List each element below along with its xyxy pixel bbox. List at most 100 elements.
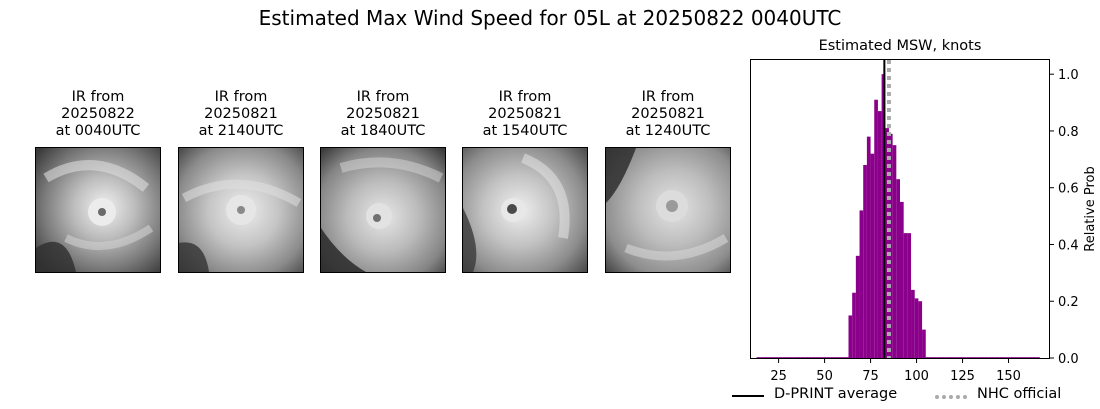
histogram-bar-69: [1010, 357, 1015, 358]
histogram-bar-1: [760, 357, 764, 358]
histogram-bar-42: [911, 289, 915, 358]
histogram-bar-9: [789, 357, 794, 358]
x-tick-label-5: 150: [996, 369, 1021, 384]
histogram-bar-17: [819, 357, 823, 358]
legend-label: D-PRINT average: [774, 386, 898, 402]
histogram-bar-29: [863, 165, 867, 358]
histogram-bar-11: [796, 357, 801, 358]
legend-line-dotted-icon: [935, 395, 967, 399]
histogram-bar-25: [848, 315, 853, 358]
histogram-bar-67: [1003, 357, 1007, 358]
y-tick-label-4: 0.8: [1058, 125, 1079, 140]
figure-title: Estimated Max Wind Speed for 05L at 2025…: [258, 6, 842, 30]
histogram-bar-49: [936, 357, 941, 358]
histogram-bar-68: [1006, 357, 1011, 358]
histogram-bar-13: [804, 357, 809, 358]
histogram-bar-30: [866, 136, 871, 358]
histogram-bar-56: [962, 357, 967, 358]
histogram-bar-35: [885, 128, 889, 358]
histogram-bar-39: [900, 201, 904, 358]
histogram-bar-66: [999, 357, 1004, 358]
histogram-bar-58: [969, 357, 974, 358]
histogram-bar-28: [859, 210, 864, 358]
histogram-bar-52: [947, 357, 952, 358]
histogram-bar-63: [988, 357, 992, 358]
histogram-bar-62: [984, 357, 989, 358]
histogram-bar-48: [933, 357, 937, 358]
plot-frame: [750, 59, 1050, 359]
legend-label: NHC official: [977, 386, 1062, 402]
ir-satellite-image: [35, 147, 161, 273]
y-tick-label-5: 1.0: [1058, 68, 1079, 83]
histogram-bar-41: [907, 233, 912, 358]
y-tick-label-0: 0.0: [1058, 352, 1079, 367]
histogram-bar-18: [822, 357, 827, 358]
histogram-bar-54: [955, 357, 959, 358]
histogram-bar-5: [774, 357, 779, 358]
ir-panel-title: IR from 20250822 at 0040UTC: [55, 89, 141, 139]
histogram-bar-14: [808, 357, 812, 358]
ir-satellite-image: [462, 147, 588, 273]
histogram-bar-21: [833, 357, 838, 358]
y-axis-label: Relative Prob: [1083, 166, 1098, 251]
histogram-bar-40: [903, 233, 908, 358]
x-tick-label-2: 75: [862, 369, 879, 384]
histogram-bar-60: [977, 357, 981, 358]
histogram-bar-70: [1014, 357, 1018, 358]
histogram-bar-32: [874, 99, 878, 358]
histogram-bar-47: [929, 357, 934, 358]
histogram-bar-19: [826, 357, 831, 358]
histogram-bar-24: [844, 357, 849, 358]
histogram-bar-26: [852, 292, 856, 358]
histogram-bar-7: [782, 357, 786, 358]
histogram-bar-4: [771, 357, 775, 358]
histogram-bar-45: [922, 329, 926, 358]
ir-satellite-image: [320, 147, 446, 273]
histogram-bar-23: [841, 357, 845, 358]
ir-panel-title: IR from 20250821 at 1240UTC: [625, 89, 711, 139]
histogram-bar-46: [925, 357, 930, 358]
histogram-bar-44: [918, 301, 923, 358]
histogram-bar-65: [995, 357, 1000, 358]
ir-satellite-image: [605, 147, 731, 273]
legend-line-solid-icon: [732, 395, 764, 397]
histogram-bar-61: [980, 357, 985, 358]
histogram-bar-0: [756, 357, 761, 358]
reference-lines: [883, 60, 891, 358]
histogram-bar-64: [991, 357, 996, 358]
y-tick-label-3: 0.6: [1058, 182, 1079, 197]
histogram-bar-8: [785, 357, 790, 358]
histogram-bar-3: [767, 357, 772, 358]
histogram-bar-74: [1028, 357, 1033, 358]
histogram-bar-12: [800, 357, 805, 358]
ir-panel-title: IR from 20250821 at 1540UTC: [482, 89, 568, 139]
histogram-bar-16: [815, 357, 820, 358]
ir-panel-title: IR from 20250821 at 2140UTC: [198, 89, 284, 139]
histogram-bar-15: [811, 357, 816, 358]
histogram-bar-31: [870, 153, 875, 358]
y-tick-label-1: 0.2: [1058, 295, 1079, 310]
y-axis-ticks: 0.0 0.2 0.4 0.6 0.8 1.0: [1050, 68, 1079, 367]
histogram-bar-53: [951, 357, 956, 358]
histogram-bar-76: [1036, 357, 1040, 358]
x-axis-ticks: 25 50 75 100 125 150: [770, 359, 1021, 384]
histogram-bars: [756, 74, 1040, 358]
histogram-bar-51: [944, 357, 948, 358]
histogram-bar-59: [973, 357, 978, 358]
histogram-bar-50: [940, 357, 945, 358]
x-tick-label-1: 50: [816, 369, 833, 384]
histogram-bar-43: [914, 298, 919, 358]
histogram-bar-55: [958, 357, 963, 358]
histogram-bar-72: [1021, 357, 1026, 358]
histogram-bar-22: [837, 357, 842, 358]
ir-panel-title: IR from 20250821 at 1840UTC: [340, 89, 426, 139]
histogram-bar-38: [896, 179, 900, 358]
histogram-bar-20: [830, 357, 834, 358]
histogram-bar-33: [877, 111, 882, 358]
histogram-bar-57: [966, 357, 970, 358]
histogram-bar-73: [1025, 357, 1029, 358]
histogram-bar-71: [1017, 357, 1022, 358]
x-tick-label-3: 100: [904, 369, 929, 384]
y-tick-label-2: 0.4: [1058, 238, 1079, 253]
